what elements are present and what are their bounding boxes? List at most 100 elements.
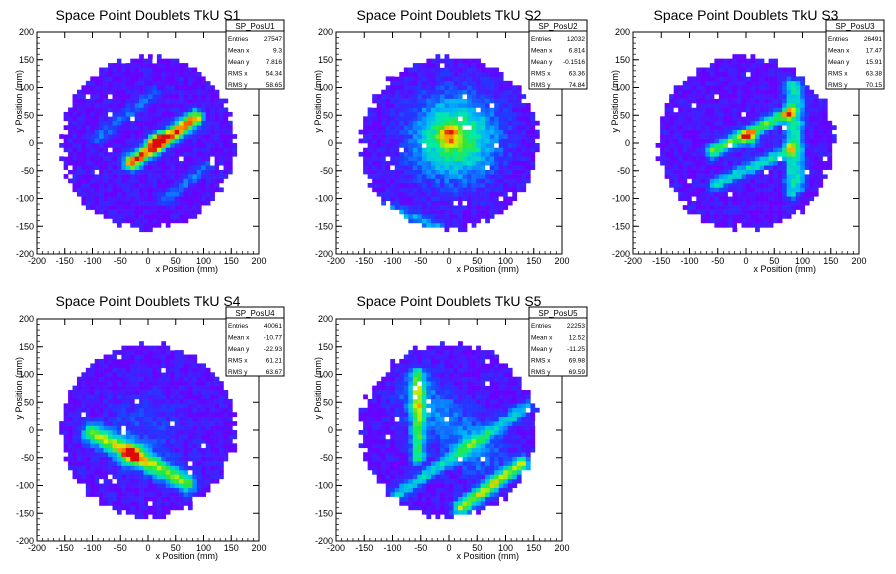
heatmap-cell — [72, 398, 78, 404]
heatmap-cell — [709, 120, 715, 126]
heatmap-cell — [121, 412, 127, 417]
heatmap-cell — [139, 461, 144, 466]
heatmap-cell — [139, 222, 144, 228]
heatmap-cell — [503, 191, 509, 197]
heatmap-cell — [696, 196, 702, 202]
heatmap-cell — [72, 107, 78, 113]
heatmap-cell — [63, 129, 69, 135]
heatmap-cell — [485, 67, 490, 73]
heatmap-cell — [134, 443, 140, 449]
heatmap-cell — [174, 416, 180, 422]
heatmap-cell — [746, 134, 751, 139]
heatmap-cell — [170, 430, 175, 435]
heatmap-cell — [714, 94, 720, 99]
heatmap-cell — [134, 58, 140, 64]
heatmap-cell — [521, 94, 527, 99]
heatmap-cell — [736, 143, 742, 148]
heatmap-cell — [143, 496, 149, 502]
heatmap-cell — [691, 116, 697, 122]
heatmap-cell — [376, 107, 382, 113]
heatmap-cell — [76, 187, 82, 193]
heatmap-cell — [192, 125, 198, 130]
heatmap-cell — [525, 125, 531, 130]
heatmap-cell — [750, 156, 756, 162]
heatmap-cell — [125, 398, 131, 404]
heatmap-cell — [700, 94, 706, 99]
heatmap-cell — [489, 116, 495, 122]
heatmap-cell — [732, 94, 738, 99]
heatmap-cell — [161, 509, 167, 515]
heatmap-cell — [201, 191, 207, 197]
heatmap-cell — [768, 143, 774, 148]
heatmap-cell — [385, 169, 391, 175]
heatmap-cell — [795, 169, 801, 175]
heatmap-cell — [134, 156, 140, 162]
heatmap-cell — [196, 196, 202, 202]
heatmap-cell — [673, 111, 679, 117]
heatmap-cell — [99, 160, 104, 166]
heatmap-cell — [746, 98, 751, 104]
heatmap-cell — [822, 103, 828, 108]
heatmap-cell — [394, 129, 400, 135]
heatmap-cell — [81, 85, 87, 91]
heatmap-cell — [112, 412, 118, 417]
heatmap-cell — [103, 376, 109, 382]
heatmap-cell — [485, 80, 490, 86]
heatmap-cell — [143, 363, 149, 369]
heatmap-cell — [90, 103, 96, 108]
heatmap-cell — [660, 147, 665, 153]
heatmap-cell — [723, 174, 729, 179]
heatmap-cell — [165, 434, 171, 440]
heatmap-cell — [736, 174, 742, 179]
heatmap-cell — [791, 67, 797, 73]
heatmap-cell — [94, 116, 100, 122]
heatmap-cell — [179, 496, 184, 502]
heatmap-cell — [148, 398, 153, 404]
heatmap-cell — [458, 151, 463, 157]
heatmap-cell — [85, 103, 91, 108]
heatmap-cell — [143, 443, 149, 449]
heatmap-cell — [165, 103, 171, 108]
heatmap-cell — [99, 98, 104, 104]
heatmap-cell — [494, 103, 500, 108]
heatmap-cell — [467, 138, 472, 144]
heatmap-cell — [174, 492, 180, 497]
heatmap-cell — [755, 182, 760, 188]
y-tick-label: -50 — [21, 166, 34, 176]
heatmap-cell — [139, 354, 144, 360]
heatmap-cell — [116, 182, 122, 188]
heatmap-cell — [227, 138, 233, 144]
heatmap-cell — [408, 111, 414, 117]
heatmap-cell — [449, 200, 454, 206]
heatmap-cell — [746, 222, 751, 228]
heatmap-cell — [134, 71, 140, 77]
heatmap-cell — [741, 205, 747, 210]
heatmap-cell — [179, 372, 184, 378]
heatmap-cell — [718, 209, 724, 215]
heatmap-cell — [467, 196, 472, 202]
heatmap-cell — [134, 187, 140, 193]
heatmap-cell — [439, 111, 445, 117]
heatmap-cell — [435, 120, 441, 126]
heatmap-cell — [125, 67, 131, 73]
heatmap-cell — [687, 191, 693, 197]
heatmap-cell — [705, 191, 711, 197]
heatmap-cell — [90, 94, 96, 99]
heatmap-cell — [156, 403, 162, 409]
heatmap-cell — [367, 125, 373, 130]
heatmap-cell — [732, 156, 738, 162]
heatmap-cell — [112, 443, 118, 449]
heatmap-cell — [174, 58, 180, 64]
heatmap-cell — [223, 156, 229, 162]
heatmap-cell — [112, 350, 118, 355]
heatmap-cell — [152, 492, 158, 497]
heatmap-cell — [156, 412, 162, 417]
heatmap-cell — [795, 80, 801, 86]
heatmap-cell — [94, 403, 100, 409]
heatmap-cell — [99, 447, 104, 453]
heatmap-cell — [161, 67, 167, 73]
heatmap-cell — [94, 434, 100, 440]
heatmap-cell — [108, 214, 113, 219]
heatmap-cell — [68, 151, 73, 157]
heatmap-cell — [764, 165, 769, 170]
